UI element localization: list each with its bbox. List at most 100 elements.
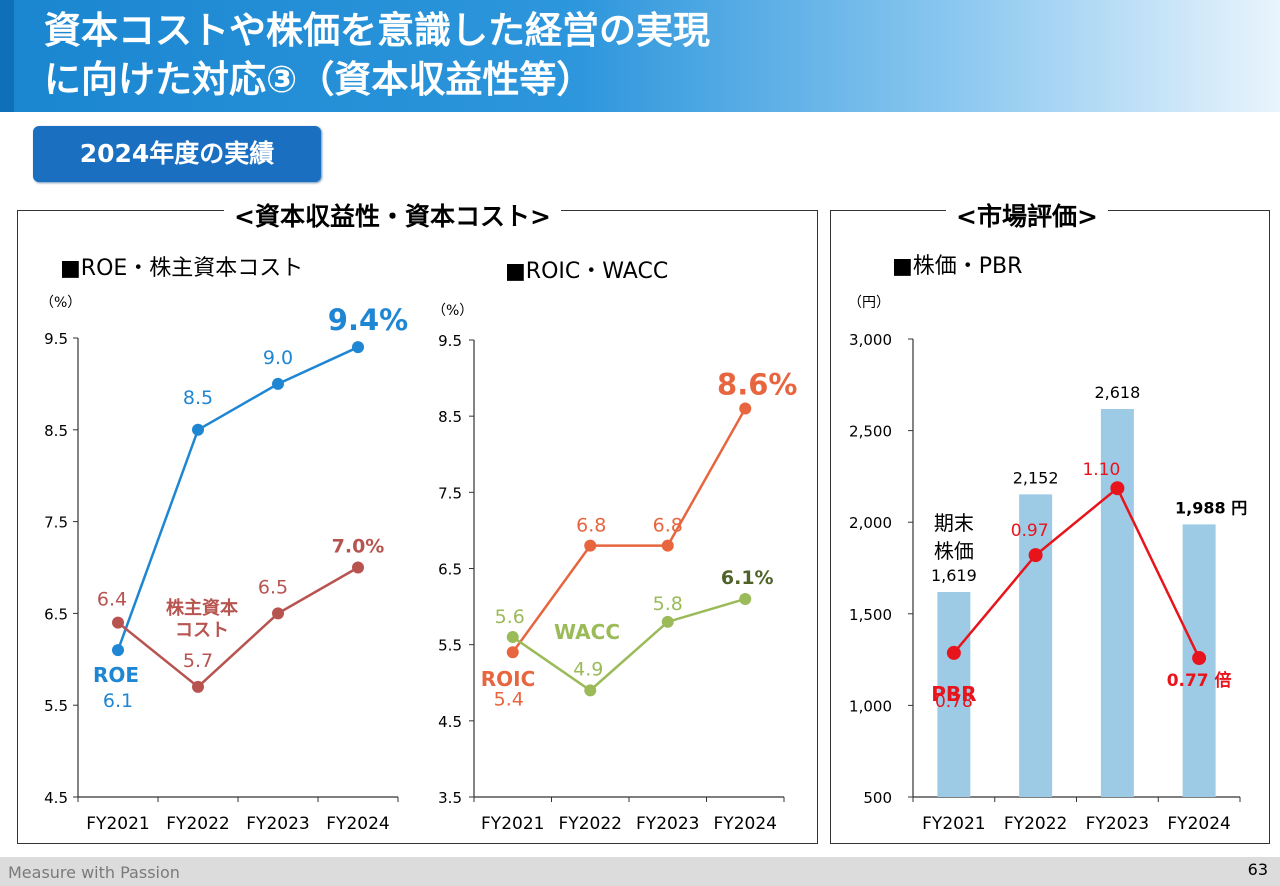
series-line <box>512 597 746 692</box>
title-line-1: 資本コストや株価を意識した経営の実現 <box>44 9 710 52</box>
data-label: 6.1 <box>103 690 133 712</box>
data-label: 6.5 <box>258 576 288 598</box>
data-point <box>352 561 364 574</box>
bar-value-label: 2,618 <box>1094 383 1140 402</box>
pbr-value-label: 0.97 <box>1011 521 1049 541</box>
y-unit-label: （円） <box>848 295 890 311</box>
x-tick-label: FY2022 <box>1004 814 1067 834</box>
data-label: 8.5 <box>183 387 213 409</box>
x-tick-label: FY2024 <box>714 814 777 834</box>
data-label: 9.4% <box>328 303 408 337</box>
y-tick-label: 1,000 <box>849 697 892 715</box>
data-point <box>112 644 124 657</box>
data-point <box>272 377 284 390</box>
bar <box>1100 408 1134 797</box>
series-line <box>117 566 359 689</box>
data-point <box>506 646 519 659</box>
data-label: 5.7 <box>183 650 213 672</box>
y-unit-label: （%） <box>432 303 473 319</box>
y-tick-label: 7.5 <box>438 484 462 502</box>
left-panel-title: <資本収益性・資本コスト> <box>224 197 561 233</box>
bar-value-label: 1,988 円 <box>1175 498 1247 517</box>
page-title: 資本コストや株価を意識した経営の実現 に向けた対応③（資本収益性等） <box>44 6 710 104</box>
data-label: 5.6 <box>495 606 525 628</box>
year-badge: 2024年度の実績 <box>33 126 321 182</box>
series-name-label: ROE <box>93 663 139 687</box>
title-accent <box>0 0 14 112</box>
y-tick-label: 2,500 <box>849 423 892 441</box>
y-tick-label: 8.5 <box>438 408 462 426</box>
y-tick-label: 3,000 <box>849 331 892 349</box>
y-tick-label: 6.5 <box>438 561 462 579</box>
y-tick-label: 3.5 <box>438 789 462 807</box>
x-tick-label: FY2021 <box>922 814 985 834</box>
x-tick-label: FY2023 <box>246 814 309 834</box>
bar-series-name: 株価 <box>934 539 974 563</box>
series-line <box>116 346 359 651</box>
y-tick-label: 5.5 <box>438 637 462 655</box>
series-name-label: ROIC <box>481 667 536 691</box>
title-bar <box>0 0 1280 112</box>
page-number: 63 <box>1247 860 1268 879</box>
data-point <box>584 539 597 552</box>
y-tick-label: 9.5 <box>44 330 68 348</box>
y-tick-label: 4.5 <box>438 713 462 731</box>
pbr-point <box>946 645 961 660</box>
data-label: 7.0% <box>332 536 385 558</box>
pbr-value-label: 0.77 倍 <box>1167 670 1232 691</box>
pbr-value-label: 1.10 <box>1082 460 1120 480</box>
data-label: 6.8 <box>653 515 683 537</box>
y-tick-label: 4.5 <box>44 789 68 807</box>
right-panel-title: <市場評価> <box>946 197 1108 233</box>
x-tick-label: FY2024 <box>326 814 389 834</box>
data-label: 6.4 <box>97 589 127 611</box>
y-tick-label: 9.5 <box>438 332 462 350</box>
stock-chart-heading: ■株価・PBR <box>892 254 1023 279</box>
data-label: 6.8 <box>576 515 606 537</box>
y-tick-label: 7.5 <box>44 514 68 532</box>
footer-bar <box>0 857 1280 886</box>
data-point <box>352 341 364 354</box>
series-name-label: WACC <box>554 620 620 644</box>
x-tick-label: FY2023 <box>1086 814 1149 834</box>
y-tick-label: 6.5 <box>44 605 68 623</box>
bar-series-name: 期末 <box>934 511 974 535</box>
pbr-series-name: PBR <box>931 682 976 706</box>
data-label: 4.9 <box>573 658 603 680</box>
x-tick-label: FY2022 <box>166 814 229 834</box>
bar-value-label: 1,619 <box>931 566 977 585</box>
x-tick-label: FY2024 <box>1167 814 1230 834</box>
y-tick-label: 2,000 <box>849 514 892 532</box>
y-tick-label: 5.5 <box>44 697 68 715</box>
data-point <box>661 539 674 552</box>
data-point <box>112 616 124 629</box>
data-point <box>739 402 752 415</box>
data-label: 6.1% <box>721 567 774 589</box>
y-tick-label: 500 <box>863 789 892 807</box>
pbr-point <box>1192 651 1207 666</box>
x-tick-label: FY2022 <box>559 814 622 834</box>
data-point <box>506 631 519 644</box>
pbr-line <box>952 486 1201 659</box>
pbr-value-label: 0.78 <box>935 692 973 712</box>
roic-chart-heading: ■ROIC・WACC <box>505 259 669 284</box>
data-point <box>192 680 204 693</box>
data-point <box>272 607 284 620</box>
title-line-2: に向けた対応③（資本収益性等） <box>44 58 594 101</box>
data-label: 5.8 <box>653 593 683 615</box>
x-tick-label: FY2023 <box>636 814 699 834</box>
series-name-label: コスト <box>175 620 229 641</box>
x-tick-label: FY2021 <box>86 814 149 834</box>
pbr-point <box>1028 548 1043 563</box>
data-label: 5.4 <box>494 688 524 710</box>
series-line <box>511 407 747 654</box>
y-tick-label: 8.5 <box>44 422 68 440</box>
y-unit-label: （%） <box>40 295 81 311</box>
data-label: 9.0 <box>263 347 293 369</box>
data-point <box>739 592 752 605</box>
data-point <box>584 684 597 697</box>
bar-value-label: 2,152 <box>1013 468 1059 487</box>
data-point <box>661 615 674 628</box>
series-name-label: 株主資本 <box>166 597 238 619</box>
